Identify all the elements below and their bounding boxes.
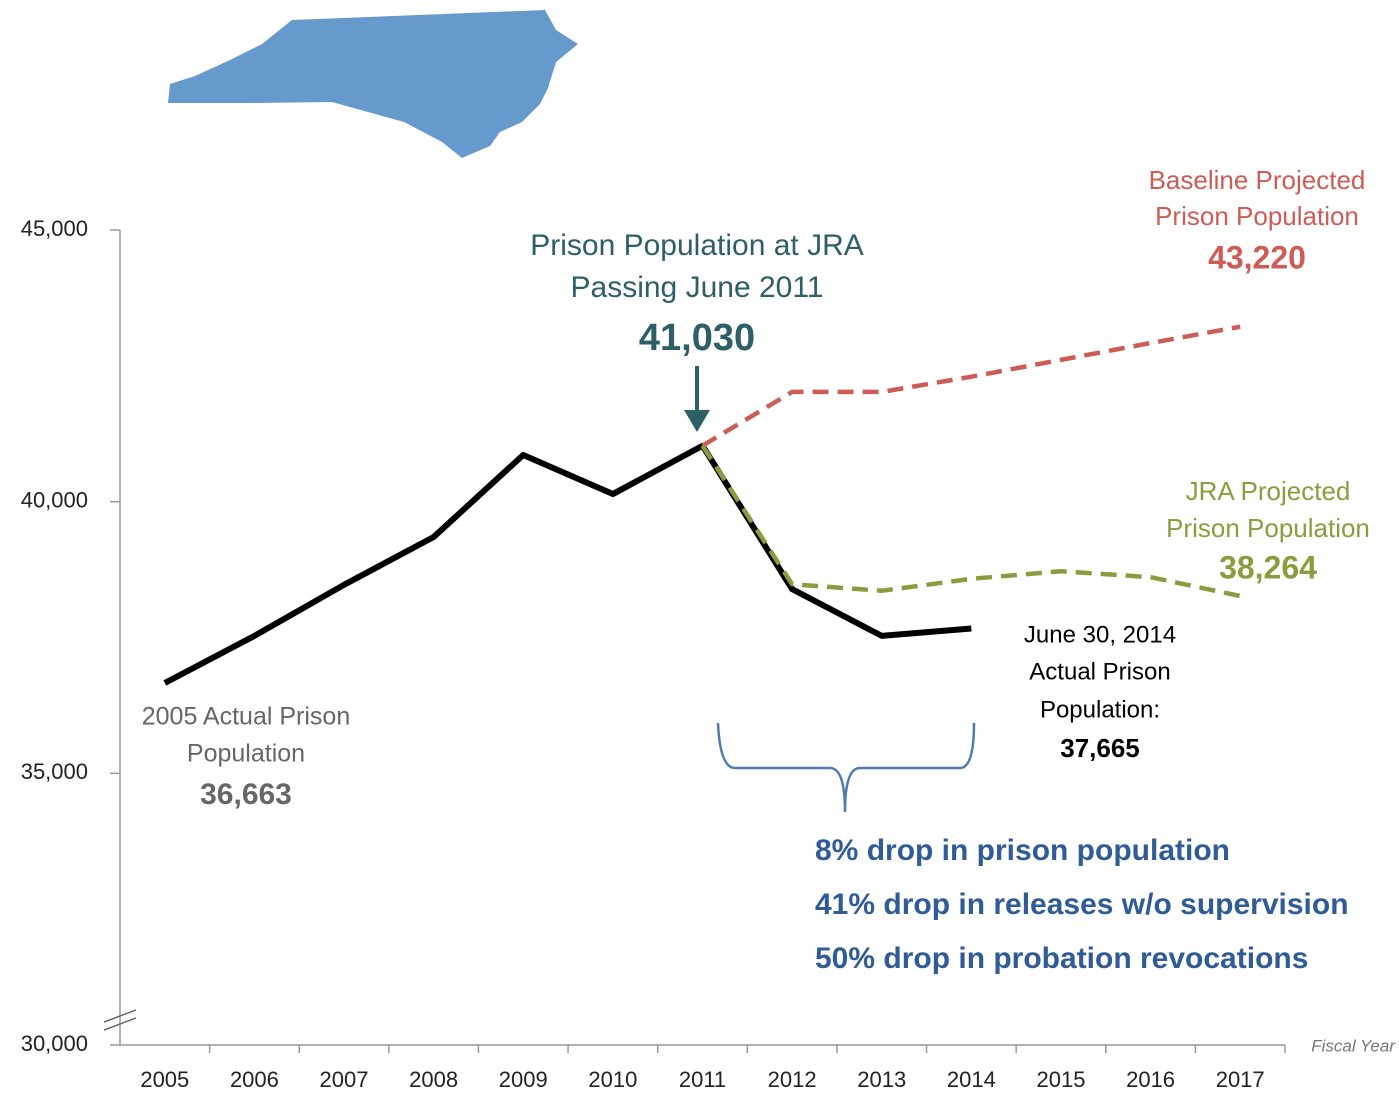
annotation-text: 2005 Actual Prison — [142, 703, 350, 731]
annotation-text: Prison Population at JRA — [530, 229, 864, 262]
x-tick-label: 2006 — [230, 1067, 279, 1092]
y-tick-label: 45,000 — [21, 216, 88, 241]
x-tick-label: 2010 — [588, 1067, 637, 1092]
x-tick-label: 2011 — [679, 1067, 726, 1092]
annotation-value: 43,220 — [1208, 239, 1306, 275]
x-tick-label: 2012 — [768, 1067, 817, 1092]
note: 8% drop in prison population — [815, 834, 1230, 867]
annotation-text: Population: — [1040, 696, 1160, 723]
x-tick-label: 2013 — [857, 1067, 906, 1092]
x-tick-label: 2009 — [499, 1067, 548, 1092]
y-tick-label: 40,000 — [21, 487, 88, 512]
annotation-text: JRA Projected — [1186, 476, 1351, 506]
series-line — [163, 442, 972, 686]
annotation-value: 38,264 — [1219, 549, 1317, 585]
note: 50% drop in probation revocations — [815, 942, 1308, 975]
annotation-text: June 30, 2014 — [1024, 621, 1176, 648]
x-tick-label: 2015 — [1036, 1067, 1085, 1092]
annotation-text: Prison Population — [1155, 201, 1359, 231]
x-tick-label: 2016 — [1126, 1067, 1175, 1092]
annotation-text: Prison Population — [1166, 513, 1370, 543]
arrow-head — [684, 410, 710, 432]
x-tick-label: 2005 — [140, 1067, 189, 1092]
x-tick-label: 2008 — [409, 1067, 458, 1092]
x-tick-label: 2017 — [1216, 1067, 1265, 1092]
annotation-value: 37,665 — [1060, 733, 1140, 763]
x-tick-label: 2007 — [320, 1067, 369, 1092]
annotation-value: 36,663 — [200, 778, 292, 811]
annotation-text: Baseline Projected — [1149, 165, 1366, 195]
annotation-text: Actual Prison — [1029, 658, 1170, 685]
axis-break — [103, 1009, 137, 1031]
x-axis-label: Fiscal Year — [1311, 1036, 1396, 1055]
annotation-value: 41,030 — [639, 317, 755, 359]
series-line — [700, 444, 1241, 599]
y-tick-label: 35,000 — [21, 759, 88, 784]
annotation-text: Passing June 2011 — [571, 271, 824, 304]
series-line — [701, 324, 1241, 448]
annotation-text: Population — [187, 740, 305, 768]
brace — [716, 722, 976, 813]
y-tick-label: 30,000 — [21, 1031, 88, 1056]
note: 41% drop in releases w/o supervision — [815, 888, 1349, 921]
x-tick-label: 2014 — [947, 1067, 996, 1092]
state-map — [168, 10, 578, 158]
